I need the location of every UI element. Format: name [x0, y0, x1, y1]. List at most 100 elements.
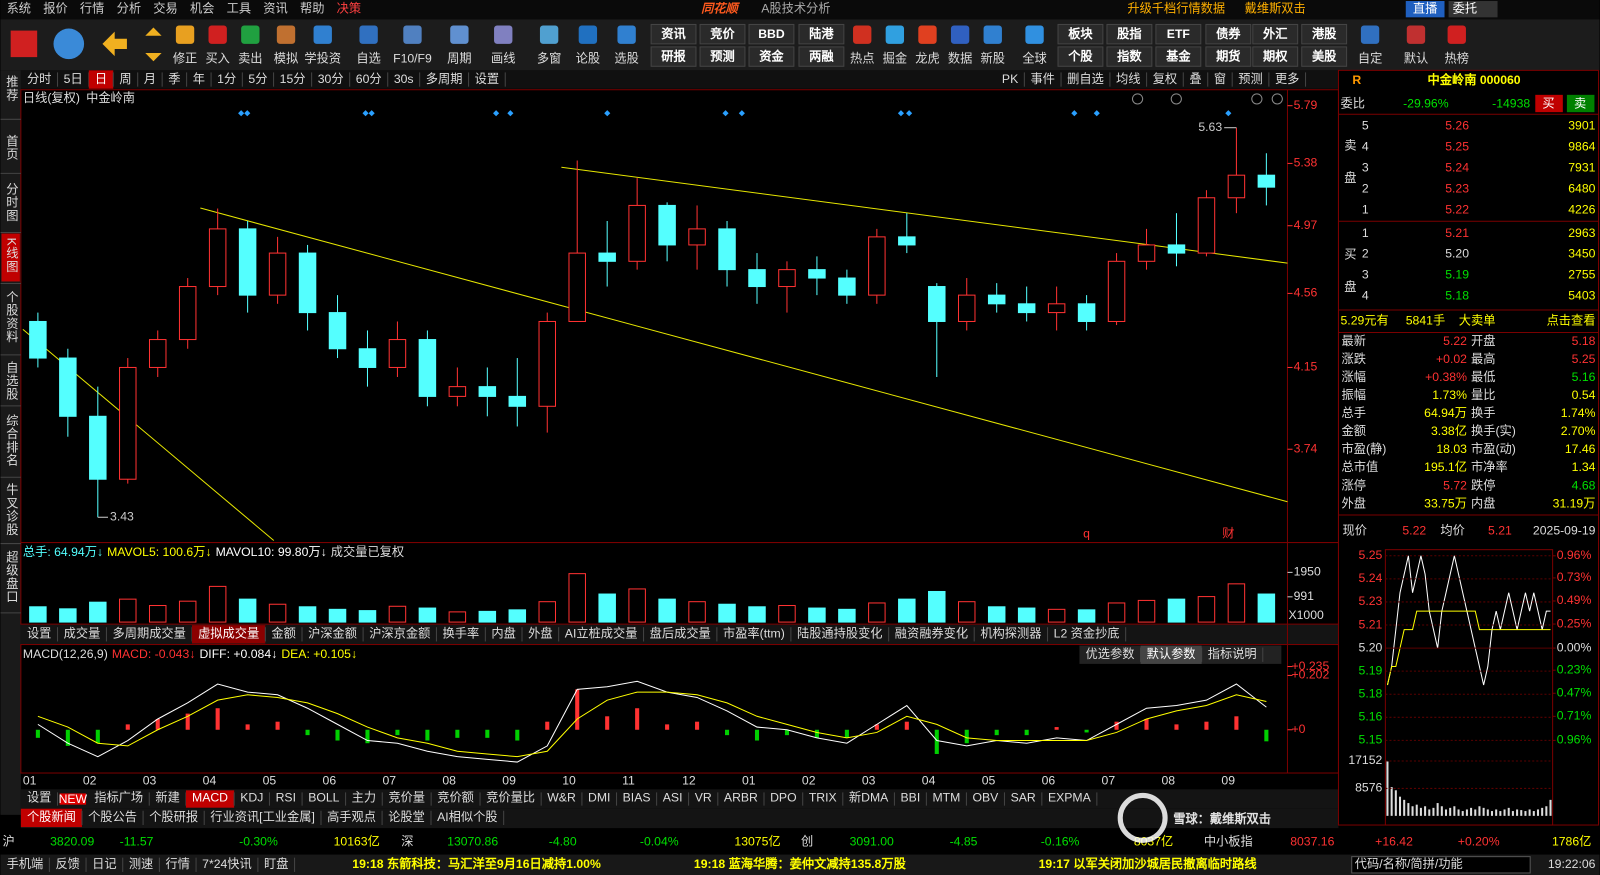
tool-button[interactable]: 外汇: [1262, 26, 1287, 41]
tool-button[interactable]: 自选: [356, 51, 380, 65]
news-tab[interactable]: 个股新闻: [27, 809, 76, 824]
tool-button[interactable]: 期货: [1216, 48, 1240, 63]
indicator-tab[interactable]: 金额: [271, 626, 295, 641]
menu-item[interactable]: 决策: [337, 0, 361, 15]
news-tab[interactable]: 高手观点: [327, 809, 376, 824]
menu-item[interactable]: 分析: [117, 1, 141, 15]
chart-tool[interactable]: 事件: [1030, 72, 1054, 86]
search[interactable]: 代码/名称/简拼/功能: [1355, 856, 1463, 871]
menu-item[interactable]: 交易: [153, 0, 177, 15]
tool-button[interactable]: 全球: [1022, 50, 1046, 65]
tool-button[interactable]: 周期: [447, 51, 471, 65]
status-item[interactable]: 手机端: [7, 857, 44, 871]
tool-button[interactable]: 资金: [759, 48, 784, 63]
period-tab[interactable]: 多周期: [426, 72, 463, 86]
indicator-tab[interactable]: MTM: [932, 791, 960, 805]
menu-item[interactable]: 帮助: [300, 1, 324, 15]
menu-item[interactable]: 系统: [7, 1, 31, 15]
tool-button[interactable]: 板块: [1068, 26, 1093, 41]
param-button[interactable]: 优选参数: [1086, 646, 1135, 661]
tool-button[interactable]: 论股: [576, 51, 600, 65]
period-tab[interactable]: 设置: [475, 72, 499, 86]
indicator-tab[interactable]: 外盘: [528, 626, 552, 641]
tool-button[interactable]: F10/F9: [393, 51, 432, 65]
side-tab[interactable]: 分时图: [4, 182, 18, 222]
tool-button[interactable]: 资讯: [661, 26, 686, 41]
indicator-tab[interactable]: AI立桩成交量: [565, 626, 638, 641]
indicator-tab[interactable]: DPO: [770, 791, 796, 805]
status-item[interactable]: 7*24快讯: [202, 857, 252, 871]
button[interactable]: 委托: [1453, 1, 1477, 15]
tool-button[interactable]: BBD: [758, 27, 785, 41]
indicator-tab[interactable]: SAR: [1011, 791, 1036, 805]
tool-button[interactable]: 美股: [1312, 48, 1337, 63]
period-tab[interactable]: 5日: [64, 72, 83, 86]
news-tab[interactable]: 个股研报: [149, 809, 198, 824]
indicator-tab[interactable]: W&R: [547, 791, 576, 805]
link[interactable]: 升级千档行情数据: [1127, 0, 1225, 15]
news-tab[interactable]: 行业资讯[工业金属]: [210, 809, 315, 824]
side-tab[interactable]: K线图: [4, 238, 18, 274]
menu-item[interactable]: 资讯: [263, 1, 287, 15]
indicator-tab[interactable]: 融资融券变化: [895, 626, 968, 641]
news-tab[interactable]: 个股公告: [88, 810, 137, 824]
tool-button[interactable]: 画线: [491, 51, 515, 65]
tool-button[interactable]: 选股: [614, 51, 638, 65]
indicator-tab[interactable]: DMI: [588, 791, 610, 805]
indicator-tab[interactable]: 设置: [27, 791, 51, 805]
indicator-tab[interactable]: 指标广场: [94, 790, 143, 805]
indicator-tab[interactable]: 新建: [155, 790, 179, 805]
button[interactable]: 直播: [1413, 1, 1437, 15]
period-tab[interactable]: 30分: [318, 72, 344, 86]
indicator-tab[interactable]: TRIX: [809, 791, 837, 805]
indicator-tab[interactable]: 设置: [27, 627, 51, 641]
indicator-tab[interactable]: 盘后成交量: [650, 626, 711, 641]
period-tab[interactable]: 15分: [280, 72, 306, 86]
chart-tool[interactable]: 均线: [1116, 72, 1140, 86]
tool-button[interactable]: 龙虎: [915, 51, 939, 65]
news-tab[interactable]: 论股堂: [388, 810, 425, 824]
tool-button[interactable]: 期权: [1263, 48, 1288, 63]
tool-button[interactable]: 掘金: [883, 50, 907, 65]
menu-item[interactable]: 行情: [80, 1, 104, 15]
news-tab[interactable]: AI相似个股: [437, 810, 497, 824]
indicator-tab[interactable]: 竞价量: [388, 791, 425, 805]
link[interactable]: 戴维斯双击: [1245, 0, 1306, 15]
period-tab[interactable]: 60分: [356, 72, 382, 86]
link[interactable]: 点击查看: [1547, 313, 1596, 327]
side-tab[interactable]: 推荐: [4, 75, 18, 102]
side-tab[interactable]: 综合排名: [4, 414, 18, 467]
tool-button[interactable]: 修正: [173, 50, 197, 65]
menu-item[interactable]: 报价: [43, 0, 67, 15]
menu-item[interactable]: 机会: [190, 1, 214, 15]
tool-button[interactable]: 竞价: [710, 26, 735, 41]
indicator-tab[interactable]: 成交量: [64, 626, 101, 641]
tool-button[interactable]: 债券: [1216, 26, 1241, 41]
period-tab[interactable]: 1分: [217, 72, 236, 86]
period-tab[interactable]: 日: [95, 72, 107, 86]
period-tab[interactable]: 年: [193, 72, 205, 86]
indicator-tab[interactable]: 竞价额: [437, 791, 474, 805]
button[interactable]: 买: [1542, 96, 1554, 110]
chart-tool[interactable]: 删自选: [1067, 72, 1104, 86]
param-button[interactable]: 指标说明: [1208, 646, 1257, 661]
side-tab[interactable]: 自选股: [4, 361, 18, 401]
indicator-tab[interactable]: VR: [695, 791, 712, 805]
chart-tool[interactable]: 更多: [1275, 72, 1299, 86]
button[interactable]: 卖: [1574, 96, 1586, 110]
tool-button[interactable]: 股指: [1117, 26, 1141, 41]
indicator-tab[interactable]: 陆股通持股变化: [797, 626, 883, 641]
tool-button[interactable]: 买入: [205, 51, 229, 65]
indicator-tab[interactable]: BOLL: [308, 791, 339, 805]
tool-button[interactable]: 陆港: [809, 26, 834, 41]
tool-button[interactable]: 自定: [1358, 50, 1382, 65]
tool-button[interactable]: 数据: [948, 50, 972, 65]
tool-button[interactable]: 学投资: [304, 50, 341, 65]
chart-tool[interactable]: 窗: [1214, 72, 1226, 86]
indicator-tab[interactable]: 沪深金额: [308, 626, 357, 641]
indicator-tab[interactable]: EXPMA: [1048, 791, 1092, 805]
status-item[interactable]: 日记: [92, 857, 116, 871]
tool-button[interactable]: 新股: [981, 50, 1005, 65]
indicator-tab[interactable]: RSI: [276, 791, 296, 805]
status-item[interactable]: 反馈: [55, 857, 79, 871]
